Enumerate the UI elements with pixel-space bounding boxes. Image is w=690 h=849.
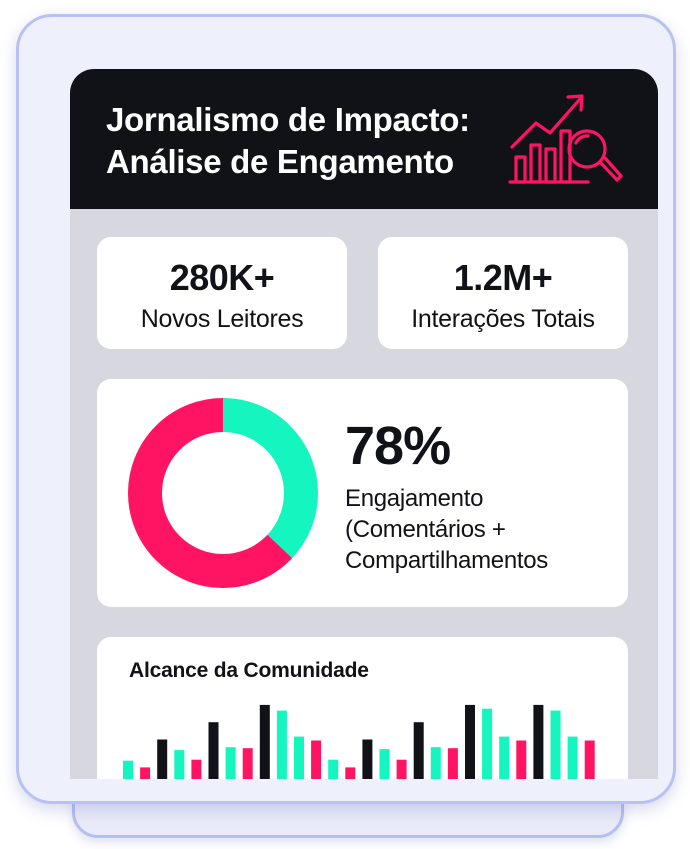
bar-0 bbox=[123, 760, 133, 779]
bar-3 bbox=[174, 750, 185, 779]
bar-4 bbox=[191, 759, 202, 779]
engagement-value: 78% bbox=[345, 416, 451, 476]
stat-card-new-readers: 280K+ Novos Leitores bbox=[97, 237, 347, 349]
bar-24 bbox=[533, 704, 544, 779]
community-reach-title: Alcance da Comunidade bbox=[129, 659, 369, 682]
community-reach-bar-chart bbox=[123, 704, 595, 779]
bar-21 bbox=[482, 708, 493, 779]
bar-20 bbox=[465, 704, 475, 779]
title-line-1: Jornalismo de Impacto: bbox=[106, 101, 470, 138]
donut-slice-1 bbox=[128, 398, 318, 588]
stat-label: Interações Totais bbox=[411, 305, 595, 333]
bar-13 bbox=[345, 767, 356, 779]
bar-2 bbox=[157, 739, 168, 779]
bar-25 bbox=[550, 710, 561, 779]
bar-6 bbox=[225, 747, 236, 779]
bar-12 bbox=[328, 759, 339, 779]
bar-22 bbox=[499, 736, 510, 779]
bar-10 bbox=[294, 736, 304, 779]
community-reach-card: Alcance da Comunidade bbox=[97, 637, 628, 779]
stat-card-total-interactions: 1.2M+ Interações Totais bbox=[378, 237, 628, 349]
engagement-desc-line-2: (Comentários + bbox=[345, 516, 506, 543]
device-frame: Jornalismo de Impacto: Análise de Engame… bbox=[16, 14, 676, 804]
page-title: Jornalismo de Impacto: Análise de Engame… bbox=[106, 99, 526, 183]
bar-16 bbox=[396, 759, 407, 779]
bar-23 bbox=[516, 740, 527, 779]
analytics-magnifier-icon bbox=[508, 94, 623, 184]
stat-label: Novos Leitores bbox=[140, 305, 304, 333]
bar-7 bbox=[242, 748, 253, 779]
bar-8 bbox=[259, 704, 270, 779]
bar-27 bbox=[584, 740, 595, 779]
bar-26 bbox=[567, 736, 578, 779]
bar-1 bbox=[140, 767, 151, 779]
engagement-desc-line-1: Engajamento bbox=[345, 485, 484, 512]
header-bar: Jornalismo de Impacto: Análise de Engame… bbox=[70, 69, 658, 209]
engagement-description: Engajamento (Comentários + Compartilhame… bbox=[345, 483, 615, 576]
bar-11 bbox=[311, 740, 322, 779]
bar-18 bbox=[430, 747, 441, 779]
stat-value: 1.2M+ bbox=[453, 257, 553, 298]
engagement-card: 78% Engajamento (Comentários + Compartil… bbox=[97, 379, 628, 607]
title-line-2: Análise de Engamento bbox=[106, 143, 454, 180]
bar-19 bbox=[447, 748, 458, 779]
bar-15 bbox=[379, 749, 390, 779]
bar-14 bbox=[362, 739, 373, 779]
bar-5 bbox=[208, 722, 219, 779]
engagement-desc-line-3: Compartilhamentos bbox=[345, 547, 548, 574]
screen: Jornalismo de Impacto: Análise de Engame… bbox=[70, 69, 658, 779]
engagement-donut-chart bbox=[128, 398, 318, 588]
stat-value: 280K+ bbox=[169, 257, 275, 298]
bar-17 bbox=[413, 722, 424, 779]
bar-9 bbox=[276, 710, 287, 779]
